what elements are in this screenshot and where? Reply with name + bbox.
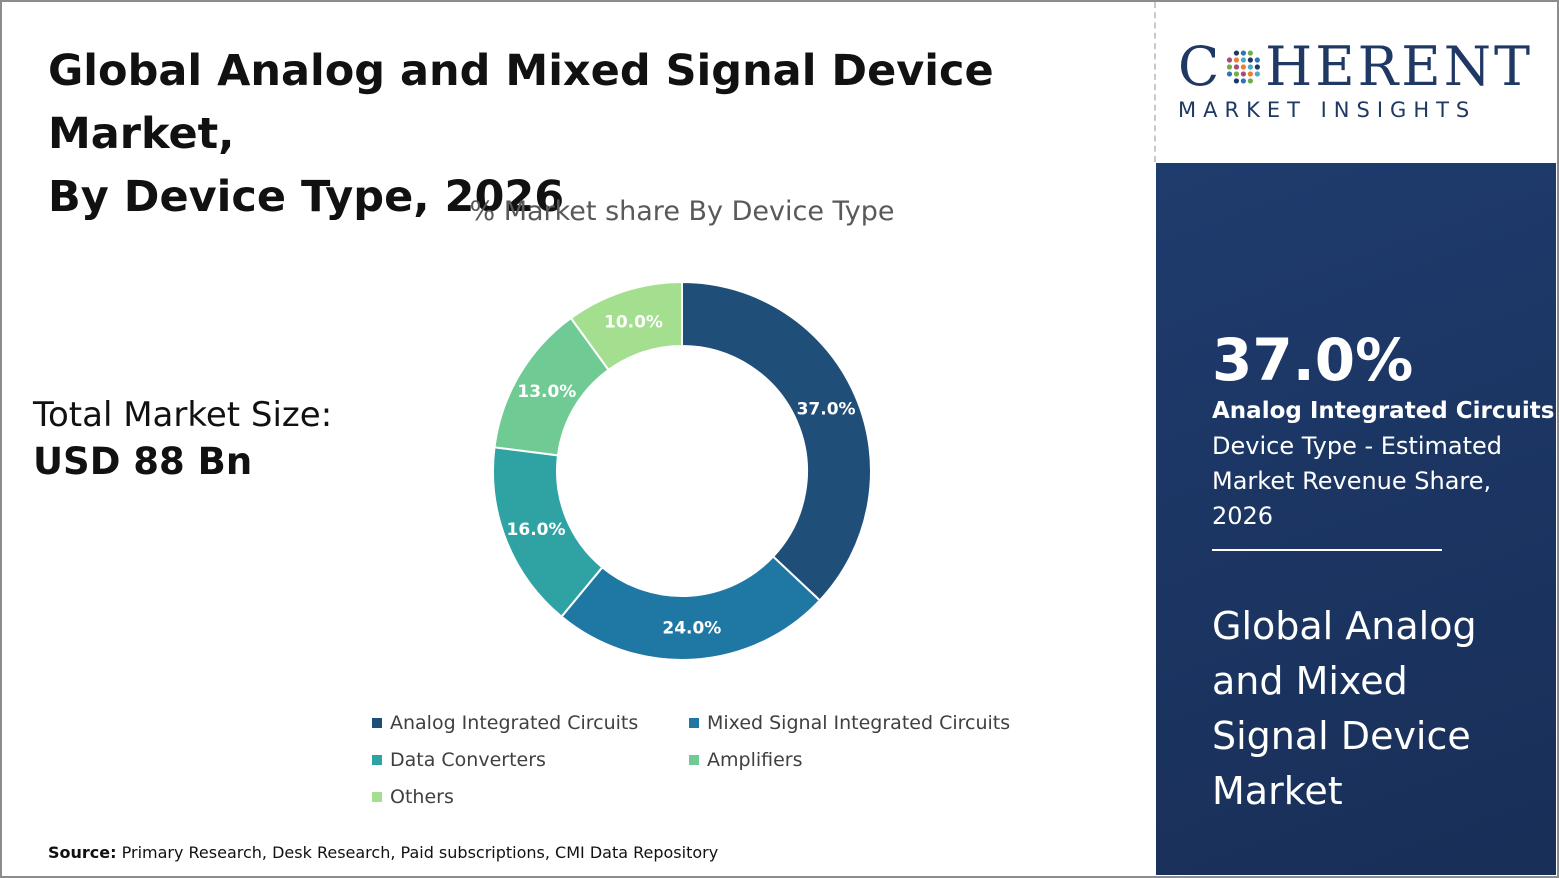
highlight-divider	[1212, 549, 1442, 551]
page-title-line2: By Device Type, 2026	[48, 172, 565, 222]
highlight-percent: 37.0%	[1212, 326, 1414, 394]
slice-data-label-5: 10.0%	[604, 313, 663, 333]
market-size-block: Total Market Size: USD 88 Bn	[33, 392, 332, 486]
highlight-panel: 37.0% Analog Integrated Circuits Device …	[1156, 163, 1556, 875]
donut-slice-1	[681, 280, 872, 602]
legend-label: Others	[390, 786, 454, 808]
source-note: Source: Primary Research, Desk Research,…	[48, 843, 718, 862]
legend-swatch	[372, 755, 382, 765]
slice-data-label-1: 37.0%	[797, 400, 856, 420]
legend-swatch	[372, 718, 382, 728]
legend-label: Data Converters	[390, 749, 546, 771]
highlight-description: Device Type - Estimated Market Revenue S…	[1212, 432, 1502, 530]
legend-label: Amplifiers	[707, 749, 803, 771]
legend-label: Mixed Signal Integrated Circuits	[707, 712, 1011, 734]
market-size-value: USD 88 Bn	[33, 440, 253, 483]
logo-letters-herent: HERENT	[1265, 35, 1533, 98]
legend-swatch	[372, 792, 382, 802]
legend-item-2: Mixed Signal Integrated Circuits	[689, 712, 1010, 734]
logo-letter-c: C	[1178, 35, 1223, 98]
page-title: Global Analog and Mixed Signal Device Ma…	[48, 40, 1138, 229]
page-title-line1: Global Analog and Mixed Signal Device Ma…	[48, 46, 994, 159]
donut-chart: 37.0% 24.0% 16.0% 13.0% 10.0%	[492, 280, 872, 661]
logo-tagline: MARKET INSIGHTS	[1178, 98, 1477, 122]
chart-subtitle: % Market share By Device Type	[469, 196, 895, 227]
slice-data-label-3: 16.0%	[507, 520, 566, 540]
slice-data-label-4: 13.0%	[517, 382, 576, 402]
market-size-label: Total Market Size:	[33, 395, 333, 435]
slice-data-label-2: 24.0%	[662, 619, 721, 639]
highlight-market-name: Global Analog and Mixed Signal Device Ma…	[1212, 604, 1477, 813]
legend-swatch	[689, 755, 699, 765]
source-text: Primary Research, Desk Research, Paid su…	[116, 843, 719, 862]
donut-slice-5	[569, 280, 683, 372]
legend-item-5: Others	[372, 786, 454, 808]
company-logo: C HERENT MARKET INSIGHTS	[1178, 36, 1533, 123]
legend-item-4: Amplifiers	[689, 749, 803, 771]
donut-slice-2	[560, 555, 822, 661]
header-divider	[1154, 2, 1156, 162]
globe-dots-icon	[1227, 50, 1261, 84]
highlight-segment: Analog Integrated Circuits	[1212, 398, 1555, 424]
legend-item-3: Data Converters	[372, 749, 546, 771]
legend-swatch	[689, 718, 699, 728]
source-label: Source:	[48, 843, 117, 862]
legend-item-1: Analog Integrated Circuits	[372, 712, 638, 734]
legend-label: Analog Integrated Circuits	[390, 712, 639, 734]
logo-wordmark: C HERENT	[1178, 36, 1533, 98]
